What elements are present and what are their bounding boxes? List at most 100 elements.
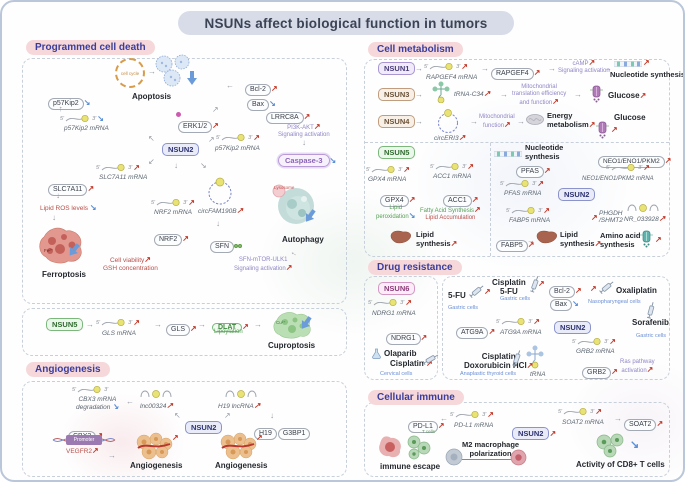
up-arrow-icon: ↗ (543, 205, 550, 215)
nucleotide-dna-icon (614, 61, 642, 67)
energy-line2: metabolism (547, 119, 589, 129)
up-arrow-icon: ↗ (658, 214, 666, 223)
phospho-mark-icon (176, 112, 181, 117)
sfn-mtor-ulk1-label: SFN-mTOR-ULK1 Signaling activation↗ (234, 257, 292, 273)
cellular-immune-box (364, 402, 670, 477)
pfas-node: PFAS ↗ (516, 160, 551, 178)
five-prime-label: 5' (430, 163, 435, 170)
up-arrow-icon: ↗ (533, 316, 540, 326)
lipid-accumulation-text: Lipid Accumulation (425, 215, 476, 222)
up-arrow-icon: ↗ (313, 122, 321, 131)
mrna-wave-icon (429, 62, 453, 71)
camp-signaling-text: Signaling activation (558, 68, 610, 75)
flow-arrow-icon: ↓ (270, 411, 274, 420)
metabolism-divider-v (490, 143, 491, 256)
mito-translation-line2: translation efficiency (512, 91, 567, 98)
fabp5-mrna-icon: 5' 3' ↗ (506, 206, 550, 215)
up-arrow-icon: ↗ (664, 156, 672, 165)
flow-arrow-icon: ↗ (208, 135, 215, 144)
nr033928-text: NR_033928 (624, 216, 659, 223)
three-prime-label: 3' (104, 386, 109, 393)
h19-g3bp1-complex: H19 G3BP1 (254, 422, 311, 440)
mrna-wave-icon (65, 114, 89, 123)
up-arrow-icon: ↗ (87, 184, 95, 193)
trna-drug-icon (526, 345, 544, 369)
slc7a11-node: SLC7A11 ↗ (48, 178, 94, 196)
neo1-mrna-label: NEO1/ENO1/PKM2 mRNA (582, 176, 654, 182)
five-prime-label: 5' (96, 319, 101, 326)
up-arrow-icon: ↗ (188, 197, 195, 207)
oxaliplatin-label: Oxaliplatin (616, 286, 657, 295)
mito-function-label: Mitochondrial function↗ (479, 114, 515, 130)
lipid-ros-text: Lipid ROS levels (40, 205, 89, 212)
pfas-mrna-icon: 5' 3' ↗ (500, 179, 544, 188)
lnc00324-text: lnc00324 (140, 403, 167, 410)
cervical-cells-label: Cervical cells (380, 371, 413, 377)
lipid-syn1-line1: Lipid (416, 230, 434, 239)
flow-arrow-icon: ↓ (56, 191, 60, 200)
flow-arrow-icon: ↖ (174, 411, 181, 420)
trna-c34-text: tRNA-C34 (454, 91, 484, 98)
flow-arrow-icon: ↓ (52, 213, 56, 222)
bax-pill: Bax (247, 99, 270, 111)
apoptosis-label: Apoptosis (132, 92, 172, 101)
ferroptosis-down-arrow-icon (69, 243, 80, 256)
five-prime-label: 5' (450, 411, 455, 418)
pdl1-mrna-icon: 5' 3' ↗ (450, 410, 494, 419)
five-prime-label: 5' (368, 299, 373, 306)
amino-acid-synthesis-label: Amino acid synthesis (600, 231, 640, 249)
5fu2-text: 5-FU (500, 287, 518, 297)
section-header-cellular-immune: Cellular immune (368, 390, 464, 405)
lipid-perox-line2: peroxidation (376, 214, 409, 221)
atg9a-mrna-label: ATG9A mRNA (500, 329, 542, 336)
protein-bead-icon (238, 244, 242, 248)
up-arrow-icon: ↗ (256, 433, 263, 442)
lipoylation-label: Lipoylation (214, 329, 243, 335)
down-arrow-icon: ↘ (269, 99, 276, 108)
ndrg1-mrna-label: NDRG1 mRNA (372, 310, 416, 317)
acc1-mrna-label: ACC1 mRNA (433, 173, 472, 180)
circfam190b-label: circFAM190B↗ (198, 207, 243, 216)
up-arrow-icon: ↗ (133, 162, 140, 172)
circfam190b-text: circFAM190B (198, 208, 237, 215)
five-prime-label: 5' (424, 63, 429, 70)
soat2-pill: SOAT2 (624, 419, 657, 431)
nrf2-node: NRF2 ↗ (154, 228, 189, 246)
ras-line1: Ras pathway (620, 359, 655, 365)
bcl2-drug-node: Bcl-2 ↗ (549, 280, 582, 298)
flow-arrow-icon: → (527, 236, 535, 245)
up-arrow-icon: ↗ (549, 429, 557, 438)
angiogenesis-vessels-icon (136, 432, 173, 460)
pdl1-node: PD-L1 ↗ (408, 415, 445, 433)
ndrg1-node: NDRG1 ↗ (386, 327, 427, 345)
pdl1-mrna-label: PD-L1 mRNA (454, 422, 494, 429)
h19-pill: H19 (254, 428, 277, 440)
erk12-pill: ERK1/2 (178, 121, 213, 133)
p57kip2-mrna-icon: 5' 3' ↘ (60, 114, 104, 123)
gastric-cells-label-1: Gastric cells (448, 305, 478, 311)
section-header-drug-resistance: Drug resistance (368, 260, 462, 275)
up-arrow-icon: ↗ (242, 322, 249, 331)
mito-translation-line1: Mitochondrial (521, 84, 557, 90)
flow-arrow-icon: → (415, 117, 423, 126)
up-arrow-icon: ↗ (420, 333, 428, 342)
cu2-label: Cu²⁺ (276, 320, 286, 325)
degradation-text: degradation (76, 404, 111, 411)
flow-arrow-icon: ← (126, 397, 134, 406)
amino-line2: synthesis (600, 239, 635, 249)
flow-arrow-icon: ↙ (148, 157, 155, 166)
mito-function-line1: Mitochondrial (479, 114, 515, 120)
up-arrow-icon: ↗ (656, 419, 664, 428)
mrna-wave-icon (455, 410, 479, 419)
up-arrow-icon: ↗ (190, 324, 197, 333)
nsun2-node-met: NSUN2 (558, 188, 596, 201)
down-arrow-icon: ↘ (408, 211, 416, 221)
lnc00324-icon (140, 390, 172, 398)
nsun2-node-pcd: NSUN2 (162, 143, 200, 156)
p57kip2-mrna-right-label: p57Kip2 mRNA (215, 145, 260, 152)
cbx3-mrna-icon: 5' 3' (72, 385, 108, 394)
up-arrow-icon: ↗ (403, 164, 410, 174)
gls-mrna-label: GLS mRNA (102, 330, 136, 337)
three-prime-label: 3' (128, 164, 133, 171)
